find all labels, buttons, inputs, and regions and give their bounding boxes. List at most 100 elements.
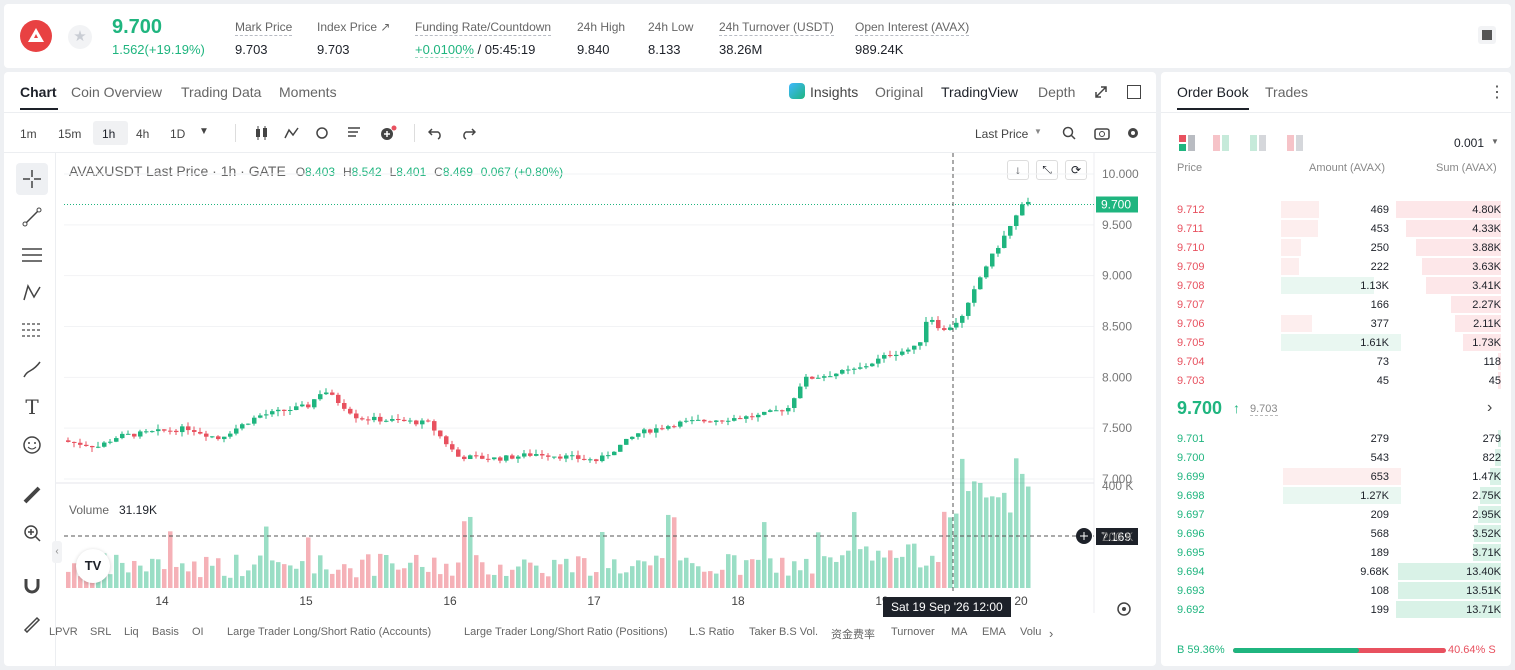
bid-row[interactable]: 9.695 189 3.71K: [1161, 543, 1511, 562]
redo-icon[interactable]: [460, 126, 477, 145]
price-source-dropdown-icon[interactable]: ▼: [1034, 127, 1042, 136]
interval-4h[interactable]: 4h: [136, 127, 150, 141]
refresh-icon[interactable]: ⟳: [1065, 160, 1087, 180]
bid-row[interactable]: 9.693 108 13.51K: [1161, 581, 1511, 600]
pattern-tool-icon[interactable]: [16, 277, 48, 309]
indicator-ls-accounts[interactable]: Large Trader Long/Short Ratio (Accounts): [227, 626, 432, 638]
interval-15m[interactable]: 15m: [58, 127, 82, 141]
tab-moments[interactable]: Moments: [279, 84, 337, 100]
indicator-oi[interactable]: OI: [192, 626, 204, 638]
both-sides-view-icon[interactable]: [1179, 135, 1195, 156]
indicator-taker-vol[interactable]: Taker B.S Vol.: [749, 626, 819, 638]
ask-row[interactable]: 9.704 73 118: [1161, 352, 1511, 371]
trendline-tool-icon[interactable]: [16, 201, 48, 233]
window-icon[interactable]: [1127, 85, 1141, 99]
bid-row[interactable]: 9.698 1.27K 2.75K: [1161, 486, 1511, 505]
interval-dropdown-icon[interactable]: ▼: [199, 126, 209, 137]
tab-chart[interactable]: Chart: [20, 84, 57, 100]
bid-row[interactable]: 9.694 9.68K 13.40K: [1161, 562, 1511, 581]
auto-scale-icon[interactable]: [1116, 601, 1132, 622]
tab-trades[interactable]: Trades: [1265, 84, 1309, 100]
indicator-turnover[interactable]: Turnover: [891, 626, 935, 638]
tab-order-book[interactable]: Order Book: [1177, 84, 1249, 100]
crosshair-tool-icon[interactable]: [16, 163, 48, 195]
candle: [234, 428, 239, 434]
add-indicator-icon[interactable]: [379, 125, 397, 146]
candlestick-chart[interactable]: 10.000 9.500 9.000 8.500 8.000 7.500 7.000 14 15…: [56, 153, 1156, 613]
undo-icon[interactable]: [427, 126, 444, 145]
indicator-funding-rate[interactable]: 资金费率: [831, 628, 875, 641]
search-icon[interactable]: [1062, 126, 1076, 145]
candle: [228, 433, 233, 437]
replay-icon[interactable]: [314, 125, 330, 146]
expand-icon[interactable]: [1094, 85, 1108, 104]
brush-tool-icon[interactable]: [16, 353, 48, 385]
indicators-icon[interactable]: [284, 126, 300, 145]
indicator-ls-positions[interactable]: Large Trader Long/Short Ratio (Positions…: [464, 626, 668, 638]
bid-row[interactable]: 9.692 199 13.71K: [1161, 600, 1511, 619]
price-source-select[interactable]: Last Price: [975, 127, 1029, 141]
ask-row[interactable]: 9.711 453 4.33K: [1161, 219, 1511, 238]
indicator-liq[interactable]: Liq: [124, 626, 139, 638]
indicator-basis[interactable]: Basis: [152, 626, 179, 638]
ask-row[interactable]: 9.706 377 2.11K: [1161, 314, 1511, 333]
indicator-lpvr[interactable]: LPVR: [49, 626, 78, 638]
scroll-down-icon[interactable]: ↓: [1007, 160, 1029, 180]
tradingview-button[interactable]: TradingView: [941, 84, 1019, 100]
camera-icon[interactable]: [1094, 126, 1110, 145]
candles-icon[interactable]: [254, 126, 270, 145]
zoom-tool-icon[interactable]: [16, 517, 48, 549]
pencil-lock-tool-icon[interactable]: [16, 607, 48, 639]
bid-row[interactable]: 9.697 209 2.95K: [1161, 505, 1511, 524]
interval-1m[interactable]: 1m: [20, 127, 37, 141]
emoji-tool-icon[interactable]: [16, 429, 48, 461]
indicator-volume[interactable]: Volu: [1020, 626, 1042, 638]
fib-tool-icon[interactable]: [16, 315, 48, 347]
ask-row[interactable]: 9.708 1.13K 3.41K: [1161, 276, 1511, 295]
favorite-star-icon[interactable]: ★: [68, 25, 92, 49]
settings-gear-icon[interactable]: [1126, 126, 1140, 145]
candle: [336, 394, 341, 404]
sell-view-icon[interactable]: [1287, 135, 1303, 156]
bids-view-icon[interactable]: [1213, 135, 1229, 156]
ruler-tool-icon[interactable]: [16, 479, 48, 511]
stat-index-price[interactable]: Index Price ↗ 9.703: [317, 20, 391, 57]
bid-row[interactable]: 9.699 653 1.47K: [1161, 467, 1511, 486]
bid-row[interactable]: 9.700 543 822: [1161, 448, 1511, 467]
notes-icon[interactable]: [1478, 26, 1496, 44]
candle: [204, 433, 209, 437]
collapse-toolbar-icon[interactable]: ‹: [52, 541, 62, 563]
indicator-ls-ratio[interactable]: L.S Ratio: [689, 626, 735, 638]
orderbook-detail-icon[interactable]: ›: [1487, 399, 1493, 416]
parallel-lines-tool-icon[interactable]: [16, 239, 48, 271]
interval-1d[interactable]: 1D: [170, 127, 186, 141]
bid-row[interactable]: 9.696 568 3.52K: [1161, 524, 1511, 543]
ask-row[interactable]: 9.712 469 4.80K: [1161, 200, 1511, 219]
tab-trading-data[interactable]: Trading Data: [181, 84, 262, 100]
magnet-tool-icon[interactable]: [16, 569, 48, 601]
ask-row[interactable]: 9.709 222 3.63K: [1161, 257, 1511, 276]
tab-coin-overview[interactable]: Coin Overview: [71, 84, 163, 100]
ask-row[interactable]: 9.705 1.61K 1.73K: [1161, 333, 1511, 352]
more-options-icon[interactable]: ⋮: [1489, 84, 1505, 101]
text-tool-icon[interactable]: T: [25, 395, 39, 419]
volume-bar: [510, 569, 515, 588]
precision-select[interactable]: 0.001: [1454, 136, 1485, 150]
candle: [96, 446, 101, 448]
precision-dropdown-icon[interactable]: ▼: [1491, 137, 1499, 146]
buy-view-icon[interactable]: [1250, 135, 1266, 156]
indicator-ma[interactable]: MA: [951, 626, 968, 638]
insights-button[interactable]: Insights: [810, 84, 859, 100]
depth-view-button[interactable]: Depth: [1038, 84, 1076, 100]
bid-row[interactable]: 9.701 279 279: [1161, 429, 1511, 448]
ask-row[interactable]: 9.710 250 3.88K: [1161, 238, 1511, 257]
original-view-button[interactable]: Original: [875, 84, 924, 100]
collapse-icon[interactable]: ⤡: [1036, 160, 1058, 180]
interval-1h[interactable]: 1h: [102, 127, 116, 141]
indicator-ema[interactable]: EMA: [982, 626, 1006, 638]
indicator-srl[interactable]: SRL: [90, 626, 112, 638]
ask-row[interactable]: 9.707 166 2.27K: [1161, 295, 1511, 314]
layout-icon[interactable]: [347, 126, 363, 145]
ask-row[interactable]: 9.703 45 45: [1161, 371, 1511, 390]
indicators-next-icon[interactable]: ›: [1049, 626, 1054, 641]
